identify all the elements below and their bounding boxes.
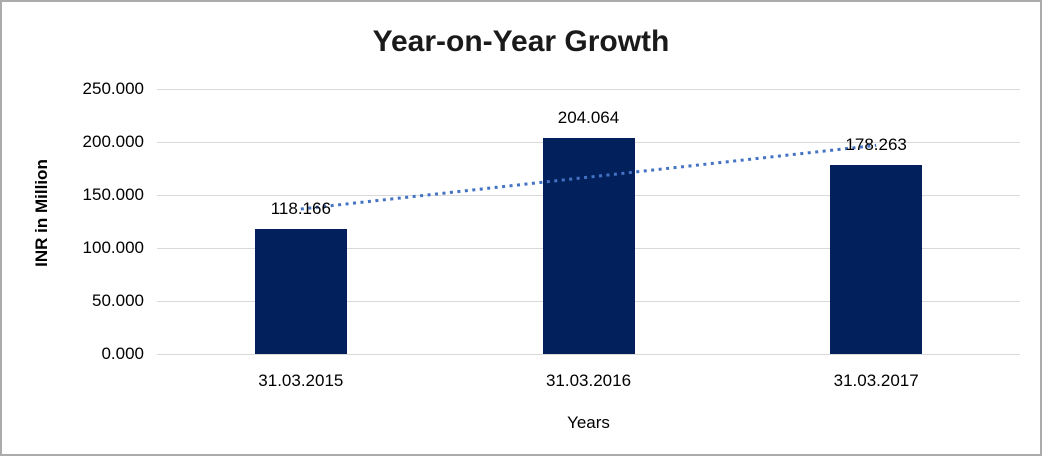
chart-title: Year-on-Year Growth xyxy=(372,25,670,58)
y-tick-label: 0.000 xyxy=(101,344,144,363)
gridline xyxy=(157,88,1020,90)
bar xyxy=(542,137,635,354)
data-label: 118.166 xyxy=(270,198,331,218)
bar xyxy=(830,165,923,354)
x-tick-label: 31.03.2015 xyxy=(258,371,344,390)
gridline xyxy=(157,353,1020,355)
data-label: 178.263 xyxy=(845,135,907,155)
x-tick-label: 31.03.2016 xyxy=(545,371,632,390)
y-tick-label: 150.000 xyxy=(82,185,144,204)
y-tick-label: 50.000 xyxy=(92,291,144,310)
x-axis-title: Years xyxy=(567,413,610,432)
y-tick-label: 250.000 xyxy=(82,79,144,98)
y-tick-label: 200.000 xyxy=(82,132,144,151)
x-tick-label: 31.03.2017 xyxy=(833,371,919,390)
data-label: 204.064 xyxy=(557,107,620,127)
y-tick-label: 100.000 xyxy=(82,238,144,257)
bar xyxy=(254,228,347,354)
